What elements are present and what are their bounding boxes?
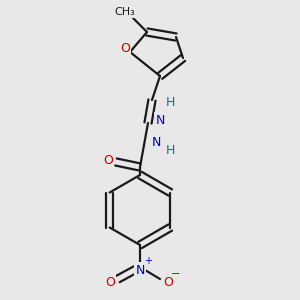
Text: N: N bbox=[151, 136, 161, 149]
Text: O: O bbox=[120, 43, 130, 56]
Text: CH₃: CH₃ bbox=[115, 7, 135, 17]
Text: O: O bbox=[163, 275, 173, 289]
Text: H: H bbox=[165, 143, 175, 157]
Text: N: N bbox=[155, 113, 165, 127]
Text: H: H bbox=[165, 97, 175, 110]
Text: N: N bbox=[135, 263, 145, 277]
Text: O: O bbox=[103, 154, 113, 166]
Text: O: O bbox=[105, 275, 115, 289]
Text: +: + bbox=[144, 256, 152, 266]
Text: −: − bbox=[171, 269, 181, 279]
